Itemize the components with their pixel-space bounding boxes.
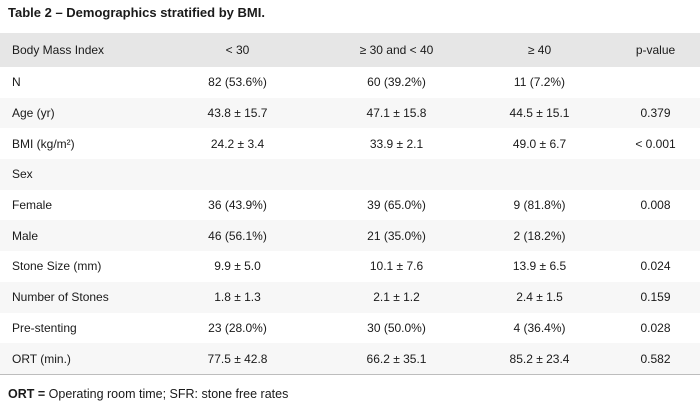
table-row: Age (yr) 43.8 ± 15.7 47.1 ± 15.8 44.5 ± 15.… (0, 97, 700, 129)
table-row: Number of Stones 1.8 ± 1.3 2.1 ± 1.2 2.4 ± … (0, 281, 700, 313)
table-cell: 13.9 ± 6.5 (512, 259, 567, 274)
table-cell: 36 (43.9%) (208, 198, 267, 213)
table-row: N 82 (53.6%) 60 (39.2%) 11 (7.2%) (0, 67, 700, 98)
table-row: BMI (kg/m²) 24.2 ± 3.4 33.9 ± 2.1 49.0 ± 6.… (0, 128, 700, 160)
table-row: Sex (0, 159, 700, 190)
table-row: Pre-stenting 23 (28.0%) 30 (50.0%) 4 (36.4%… (0, 312, 700, 344)
table-cell: 30 (50.0%) (367, 320, 426, 335)
table-header-row: Body Mass Index < 30 ≥ 30 and < 40 ≥ 40 … (0, 33, 700, 67)
row-label: Sex (12, 167, 33, 182)
table-cell (611, 220, 700, 251)
table-cell: 0.159 (640, 290, 671, 305)
table-cell: 0.024 (640, 259, 671, 274)
row-label: Male (12, 228, 39, 243)
table-cell: 0.379 (640, 106, 671, 121)
table-cell: 82 (53.6%) (208, 75, 267, 90)
table-cell: 10.1 ± 7.6 (369, 259, 424, 274)
footnote-text: Operating room time; SFR: stone free rat… (45, 387, 289, 401)
table-cell: 85.2 ± 23.4 (468, 343, 611, 375)
table-cell: 2.4 ± 1.5 (516, 290, 563, 305)
table-cell: 33.9 ± 2.1 (369, 136, 424, 151)
table-cell: 2 (18.2%) (513, 228, 566, 243)
row-label: Number of Stones (12, 290, 109, 305)
table-cell: 4 (36.4%) (513, 320, 566, 335)
table-cell (611, 67, 700, 98)
table-cell: 0.028 (640, 320, 671, 335)
table-cell: 9.9 ± 5.0 (214, 259, 261, 274)
table-caption: Table 2 – Demographics stratified by BMI… (8, 5, 265, 20)
table-row: Stone Size (mm) 9.9 ± 5.0 10.1 ± 7.6 13.9 ±… (0, 251, 700, 282)
table-footnote: ORT = Operating room time; SFR: stone fr… (8, 387, 288, 401)
column-header-under-30: < 30 (225, 43, 250, 57)
row-label: Age (yr) (12, 106, 55, 121)
table-cell: < 0.001 (635, 136, 676, 151)
table-cell: 11 (7.2%) (513, 75, 566, 90)
table-cell: 1.8 ± 1.3 (214, 290, 261, 305)
row-label: Pre-stenting (12, 320, 77, 335)
table-cell: 39 (65.0%) (367, 198, 426, 213)
table-cell: 0.008 (640, 198, 671, 213)
table-cell: 43.8 ± 15.7 (207, 106, 268, 121)
table-cell (611, 159, 700, 190)
table-cell: 46 (56.1%) (208, 228, 267, 243)
table-cell: 21 (35.0%) (367, 228, 426, 243)
table-cell (325, 159, 468, 190)
table-cell: 77.5 ± 42.8 (150, 343, 325, 375)
table-cell: 44.5 ± 15.1 (509, 106, 570, 121)
table-cell: 60 (39.2%) (367, 75, 426, 90)
row-label: N (12, 75, 21, 90)
footnote-term: ORT = (8, 387, 46, 401)
table-cell: 23 (28.0%) (208, 320, 267, 335)
row-label: Female (12, 198, 53, 213)
table-cell: 2.1 ± 1.2 (373, 290, 420, 305)
table-cell: 9 (81.8%) (513, 198, 566, 213)
table-cell: 24.2 ± 3.4 (210, 136, 265, 151)
table-cell: 47.1 ± 15.8 (366, 106, 427, 121)
row-label: BMI (kg/m²) (12, 136, 75, 151)
row-label: Stone Size (mm) (12, 259, 102, 274)
column-header-over-40: ≥ 40 (527, 43, 552, 57)
table-cell (468, 159, 611, 190)
table-cell (150, 159, 325, 190)
column-header-30-to-40: ≥ 30 and < 40 (359, 43, 434, 57)
table-row: Female 36 (43.9%) 39 (65.0%) 9 (81.8%) 0.008 (0, 189, 700, 221)
table-row: ORT (min.) 77.5 ± 42.8 66.2 ± 35.1 85.2 ± 2… (0, 343, 700, 375)
column-header-p-value: p-value (635, 43, 676, 57)
row-label: ORT (min.) (0, 343, 150, 375)
table-cell: 66.2 ± 35.1 (325, 343, 468, 375)
table-row: Male 46 (56.1%) 21 (35.0%) 2 (18.2%) (0, 220, 700, 252)
table-cell: 49.0 ± 6.7 (512, 136, 567, 151)
column-header-body-mass-index: Body Mass Index (12, 43, 105, 57)
demographics-table: Body Mass Index < 30 ≥ 30 and < 40 ≥ 40 … (0, 33, 700, 375)
table-cell: 0.582 (611, 343, 700, 375)
